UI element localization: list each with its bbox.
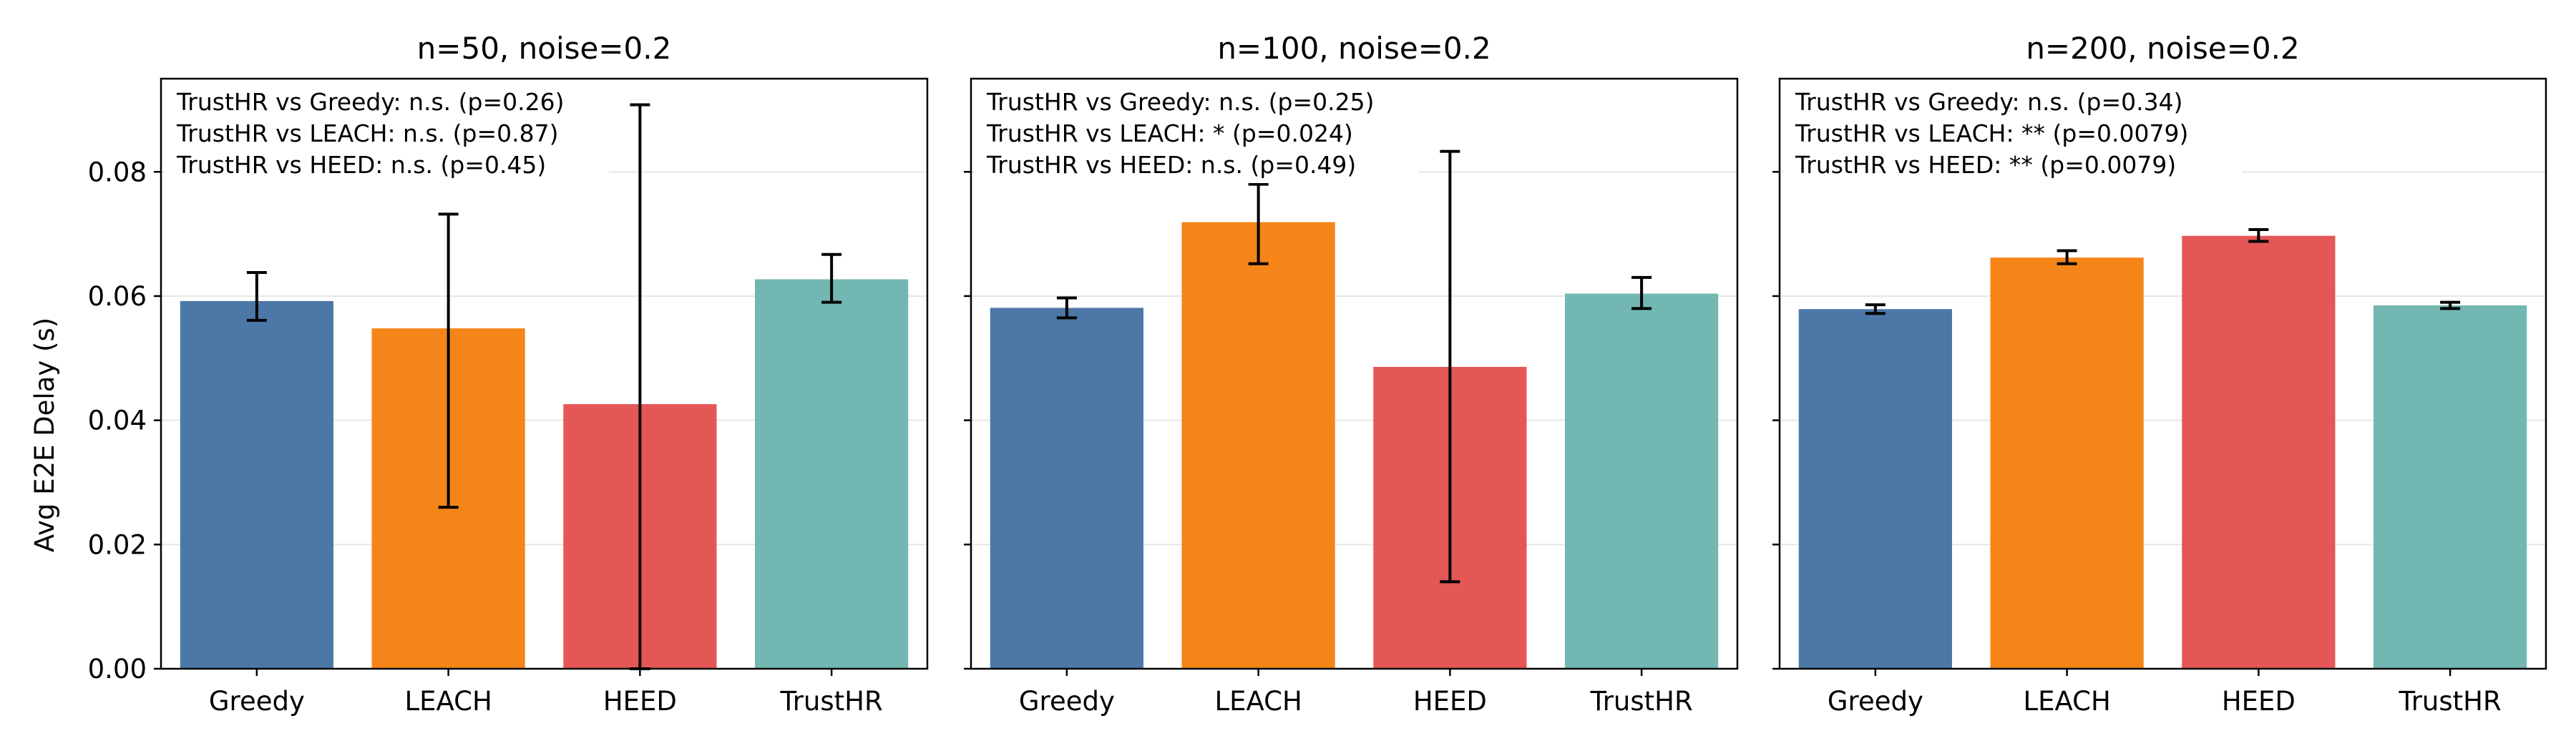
plot-frame <box>160 77 929 670</box>
significance-annotation: TrustHR vs LEACH: * (p=0.024) <box>986 119 1353 147</box>
y-tick-label: 0.06 <box>88 281 147 312</box>
significance-annotation: TrustHR vs Greedy: n.s. (p=0.25) <box>986 88 1374 116</box>
panel-1: Greedy LEACH HEED TrustHR 0.00 0.02 0.04 0.06 0.… <box>88 31 929 717</box>
x-tick-label-leach: LEACH <box>404 686 492 717</box>
y-tick-label: 0.02 <box>88 529 147 560</box>
significance-annotation: TrustHR vs HEED: n.s. (p=0.45) <box>176 151 546 179</box>
bar-greedy <box>180 300 333 669</box>
bar-leach <box>1181 222 1335 669</box>
panel-title: n=100, noise=0.2 <box>1217 31 1491 66</box>
panel-title: n=50, noise=0.2 <box>417 31 672 66</box>
x-tick-label-leach: LEACH <box>2023 686 2110 717</box>
y-tick-label: 0.08 <box>88 157 147 187</box>
x-tick-label-heed: HEED <box>1413 686 1487 717</box>
x-tick-label-greedy: Greedy <box>1019 686 1115 717</box>
panel-2: Greedy LEACH HEED TrustHR TrustHR vs Greedy:… <box>964 31 1739 717</box>
significance-annotation: TrustHR vs HEED: n.s. (p=0.49) <box>986 151 1356 179</box>
plot-frame <box>970 77 1739 670</box>
y-axis-label: Avg E2E Delay (s) <box>29 318 60 552</box>
significance-annotation: TrustHR vs LEACH: n.s. (p=0.87) <box>176 119 558 147</box>
panel-title: n=200, noise=0.2 <box>2026 31 2299 66</box>
annotation-box <box>1784 83 2242 183</box>
x-tick-label-heed: HEED <box>2222 686 2296 717</box>
bar-greedy <box>990 308 1143 669</box>
x-tick-label-greedy: Greedy <box>1828 686 1923 717</box>
bar-trusthr <box>1565 293 1719 669</box>
bar-trusthr <box>2373 305 2527 669</box>
significance-annotation: TrustHR vs Greedy: n.s. (p=0.34) <box>1795 88 2182 116</box>
significance-annotation: TrustHR vs Greedy: n.s. (p=0.26) <box>176 88 564 116</box>
bar-heed <box>2182 235 2336 669</box>
annotation-box <box>975 83 1419 183</box>
x-tick-label-trusthr: TrustHR <box>780 686 883 717</box>
x-tick-label-heed: HEED <box>603 686 677 717</box>
panel-3: Greedy LEACH HEED TrustHR TrustHR vs Greedy:… <box>1772 31 2547 717</box>
plot-frame <box>1778 77 2547 670</box>
bar-leach <box>1990 257 2144 669</box>
bar-trusthr <box>755 279 909 669</box>
x-tick-label-leach: LEACH <box>1214 686 1302 717</box>
significance-annotation: TrustHR vs LEACH: ** (p=0.0079) <box>1795 119 2188 147</box>
x-tick-label-trusthr: TrustHR <box>2399 686 2502 717</box>
y-tick-label: 0.00 <box>88 654 147 684</box>
bar-greedy <box>1798 309 1952 669</box>
y-tick-label: 0.04 <box>88 406 147 436</box>
x-tick-label-greedy: Greedy <box>209 686 305 717</box>
annotation-box <box>165 83 609 183</box>
x-tick-label-trusthr: TrustHR <box>1590 686 1693 717</box>
significance-annotation: TrustHR vs HEED: ** (p=0.0079) <box>1795 151 2176 179</box>
